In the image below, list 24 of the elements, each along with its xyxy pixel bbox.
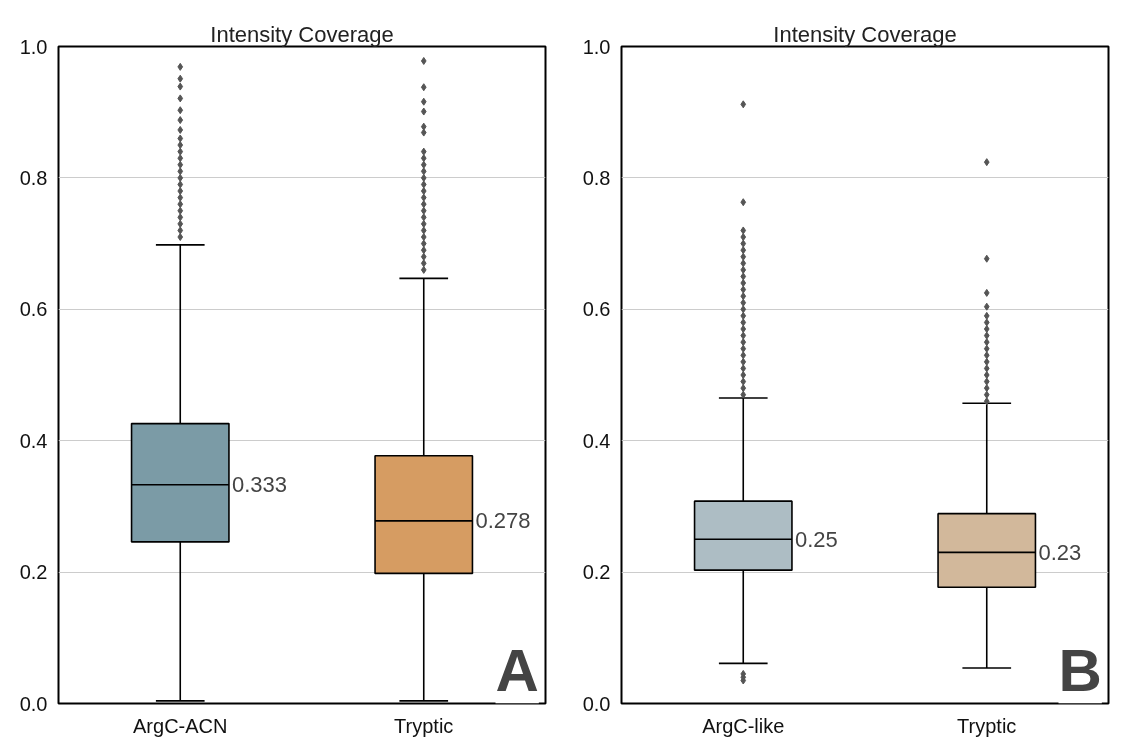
annotation: 0.278 xyxy=(475,508,531,534)
y-tick-label: 0.8 xyxy=(582,166,611,189)
x-tick-label: ArgC-like xyxy=(702,714,785,737)
annotation: 0.25 xyxy=(794,526,838,552)
y-tick-label: 0.0 xyxy=(582,692,611,715)
chart-title: Intensity Coverage xyxy=(210,21,394,47)
y-tick-label: 1.0 xyxy=(582,35,611,58)
chart-title: Intensity Coverage xyxy=(773,21,957,47)
y-tick-label: 0.8 xyxy=(19,166,48,189)
y-tick-label: 0.6 xyxy=(19,298,48,321)
x-tick-label: Tryptic xyxy=(957,714,1017,737)
annotation: 0.23 xyxy=(1038,539,1082,565)
y-tick-label: 0.2 xyxy=(19,561,48,584)
x-tick-label: ArgC-ACN xyxy=(133,714,228,737)
annotation: A xyxy=(495,636,539,704)
y-tick-label: 1.0 xyxy=(19,35,48,58)
x-tick-label: Tryptic xyxy=(394,714,454,737)
y-tick-label: 0.4 xyxy=(582,429,611,452)
annotation: B xyxy=(1058,636,1102,704)
y-tick-label: 0.2 xyxy=(582,561,611,584)
y-tick-label: 0.4 xyxy=(19,429,48,452)
y-tick-label: 0.6 xyxy=(582,298,611,321)
annotation: 0.333 xyxy=(231,472,288,498)
y-tick-label: 0.0 xyxy=(19,692,48,715)
